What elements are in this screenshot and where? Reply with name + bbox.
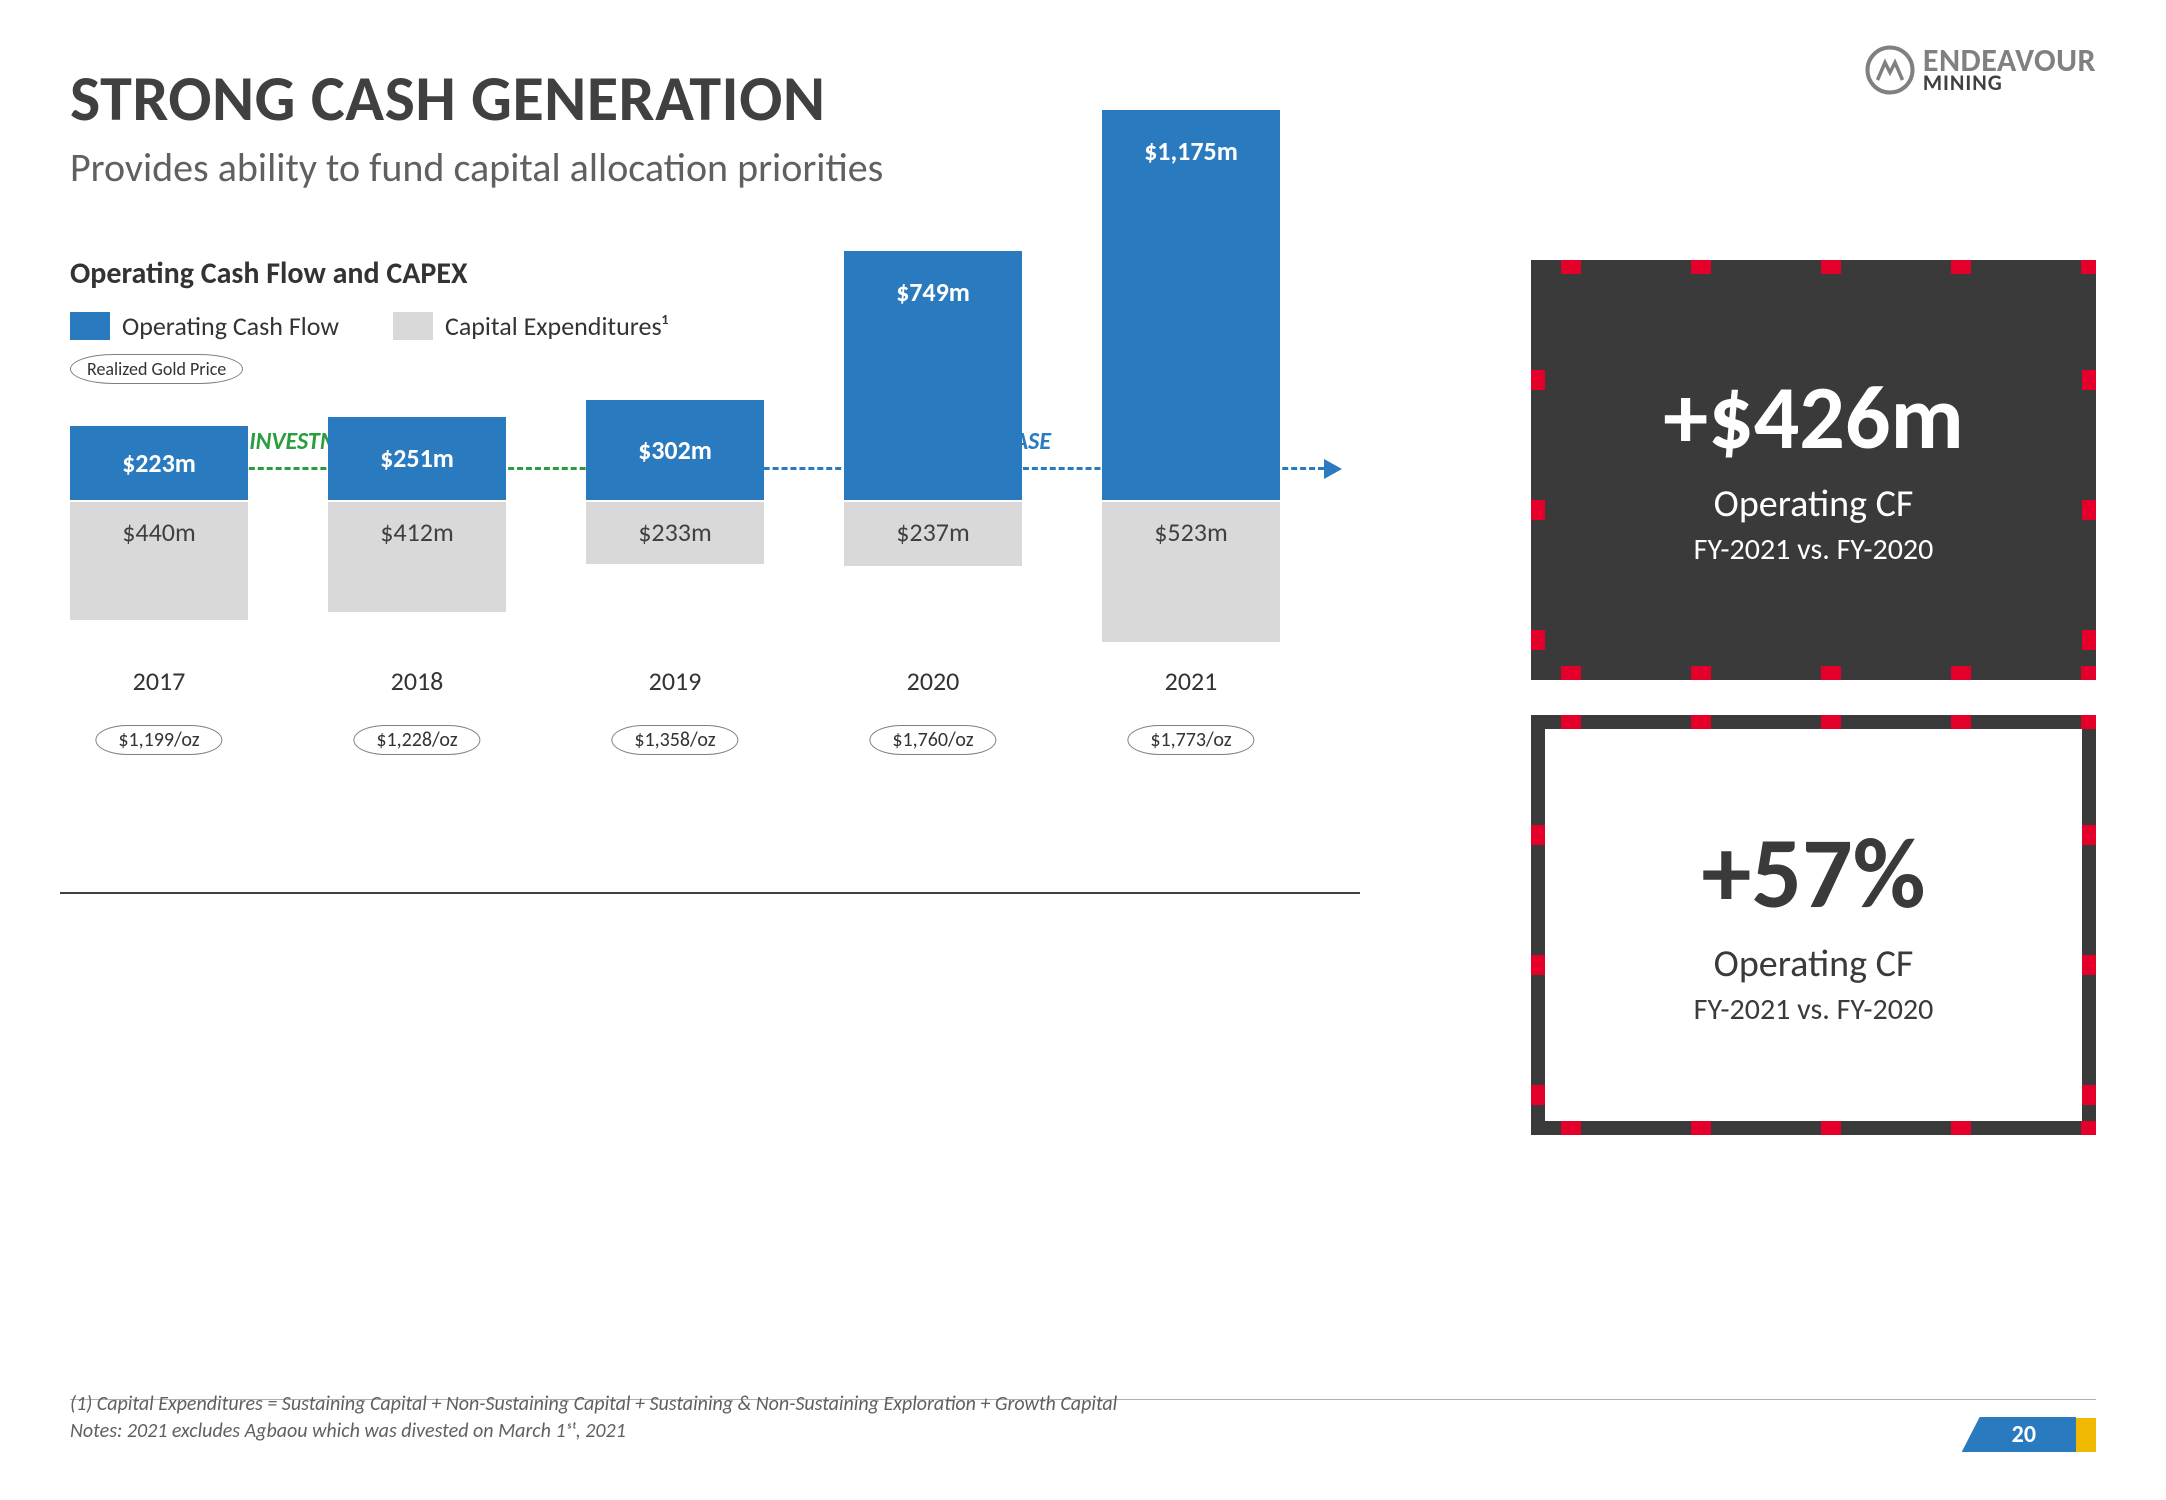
callout-value: +57% [1701, 823, 1925, 923]
brand-name-bottom: MINING [1923, 74, 2096, 93]
callouts: +$426mOperating CFFY-2021 vs. FY-2020+57… [1531, 260, 2096, 1135]
ocf-bar: $302m [586, 400, 764, 500]
callout-label-1: Operating CF [1714, 941, 1914, 987]
year-column: $223m$440m 2017 $1,199/oz [70, 108, 248, 1125]
gold-price-pill: $1,358/oz [611, 725, 738, 755]
year-column: $251m$412m 2018 $1,228/oz [328, 108, 506, 1125]
year-label: 2018 [328, 665, 506, 697]
ocf-bar: $1,175m [1102, 110, 1280, 500]
gold-price-pill: $1,228/oz [353, 725, 480, 755]
callout-label-1: Operating CF [1714, 481, 1914, 527]
year-label: 2017 [70, 665, 248, 697]
ocf-bar: $223m [70, 426, 248, 500]
chart-area: Operating Cash Flow and CAPEX Operating … [70, 255, 1350, 1125]
year-column: $302m$233m 2019 $1,358/oz [586, 108, 764, 1125]
capex-bar: $440m [70, 502, 248, 620]
callout-box: +57% Operating CF FY-2021 vs. FY-2020 [1531, 715, 2096, 1135]
callout-box: +$426m Operating CF FY-2021 vs. FY-2020 [1531, 260, 2096, 680]
page-number: 20 [1962, 1417, 2076, 1452]
brand-logo: ENDEAVOUR MINING [1865, 45, 2096, 95]
capex-bar: $523m [1102, 502, 1280, 642]
year-label: 2020 [844, 665, 1022, 697]
ocf-bar: $251m [328, 417, 506, 500]
capex-bar: $237m [844, 502, 1022, 566]
gold-price-pill: $1,760/oz [869, 725, 996, 755]
footnote-2: Notes: 2021 excludes Agbaou which was di… [70, 1418, 1117, 1445]
callout-label-2: FY-2021 vs. FY-2020 [1694, 991, 1934, 1028]
ocf-bar: $749m [844, 251, 1022, 500]
year-label: 2021 [1102, 665, 1280, 697]
callout-value: +$426m [1663, 373, 1964, 463]
year-column: $749m$237m 2020 $1,760/oz [844, 108, 1022, 1125]
gold-price-pill: $1,199/oz [95, 725, 222, 755]
gold-price-pill: $1,773/oz [1127, 725, 1254, 755]
capex-bar: $412m [328, 502, 506, 612]
bars-area: $223m$440m2017$1,199/oz$251m$412m2018$1,… [70, 500, 1350, 970]
capex-bar: $233m [586, 502, 764, 564]
year-label: 2019 [586, 665, 764, 697]
callout-label-2: FY-2021 vs. FY-2020 [1694, 531, 1934, 568]
endeavour-icon [1865, 45, 1915, 95]
page-number-accent [2076, 1418, 2096, 1452]
phase-arrow-head [1324, 459, 1342, 479]
footnotes: (1) Capital Expenditures = Sustaining Ca… [70, 1391, 1117, 1445]
page-number-badge: 20 [1962, 1417, 2096, 1452]
year-column: $1,175m$523m 2021 $1,773/oz [1102, 108, 1280, 1125]
footnote-1: (1) Capital Expenditures = Sustaining Ca… [70, 1391, 1117, 1418]
